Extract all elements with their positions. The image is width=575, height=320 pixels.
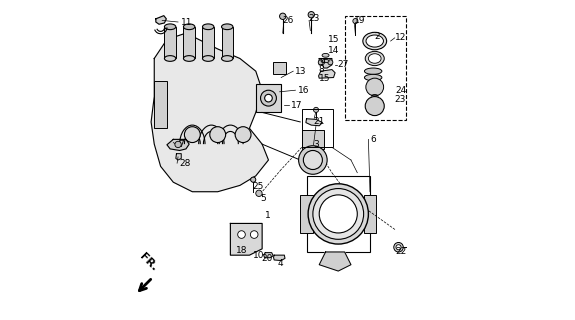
- Text: 21: 21: [313, 117, 324, 126]
- Circle shape: [251, 177, 256, 182]
- Circle shape: [210, 127, 225, 142]
- Bar: [273, 62, 286, 74]
- Ellipse shape: [221, 24, 233, 30]
- Bar: [154, 81, 167, 128]
- Bar: [164, 27, 176, 59]
- Text: 6: 6: [370, 135, 375, 144]
- Circle shape: [353, 19, 358, 24]
- Text: 9: 9: [319, 58, 325, 67]
- Ellipse shape: [365, 51, 384, 66]
- Circle shape: [394, 243, 403, 252]
- Text: 7: 7: [178, 140, 184, 148]
- Circle shape: [256, 190, 262, 196]
- Ellipse shape: [164, 56, 176, 61]
- Text: 18: 18: [236, 246, 248, 255]
- Circle shape: [319, 195, 357, 233]
- Ellipse shape: [365, 74, 382, 81]
- Circle shape: [250, 231, 258, 238]
- Text: 8: 8: [319, 65, 324, 74]
- Bar: [306, 176, 370, 252]
- Polygon shape: [319, 69, 335, 78]
- Text: 27: 27: [338, 60, 349, 69]
- Ellipse shape: [183, 56, 195, 61]
- Circle shape: [365, 97, 384, 116]
- Bar: [300, 195, 313, 233]
- Text: 26: 26: [283, 16, 294, 25]
- Ellipse shape: [164, 24, 176, 30]
- Text: 17: 17: [291, 101, 302, 110]
- Bar: [363, 195, 376, 233]
- Ellipse shape: [363, 32, 386, 50]
- Circle shape: [235, 127, 251, 142]
- Circle shape: [237, 231, 246, 238]
- Text: 1: 1: [264, 211, 270, 220]
- Circle shape: [175, 141, 181, 148]
- Ellipse shape: [369, 54, 381, 63]
- Circle shape: [264, 94, 273, 102]
- Circle shape: [279, 13, 286, 20]
- Text: 24: 24: [396, 86, 407, 95]
- Text: 23: 23: [308, 14, 320, 23]
- Ellipse shape: [322, 60, 329, 63]
- Polygon shape: [156, 16, 166, 24]
- Ellipse shape: [221, 56, 233, 61]
- Bar: [221, 27, 233, 59]
- Ellipse shape: [183, 24, 195, 30]
- Polygon shape: [274, 255, 285, 260]
- Circle shape: [396, 245, 401, 250]
- Text: 4: 4: [277, 259, 283, 268]
- Polygon shape: [167, 140, 189, 150]
- Text: 15: 15: [328, 35, 340, 44]
- Polygon shape: [264, 252, 273, 258]
- Circle shape: [308, 12, 315, 18]
- Circle shape: [185, 127, 200, 142]
- Bar: [202, 27, 214, 59]
- Text: 23: 23: [394, 95, 406, 104]
- Text: 28: 28: [179, 159, 190, 168]
- Ellipse shape: [322, 53, 329, 57]
- Circle shape: [308, 184, 369, 244]
- Text: 13: 13: [296, 67, 307, 76]
- Text: 20: 20: [262, 254, 273, 263]
- Text: 16: 16: [298, 86, 309, 95]
- Polygon shape: [306, 119, 323, 126]
- Text: 3: 3: [313, 140, 319, 149]
- Circle shape: [298, 146, 327, 174]
- Text: 14: 14: [328, 46, 339, 55]
- Circle shape: [313, 107, 319, 112]
- Bar: [183, 27, 195, 59]
- Circle shape: [328, 60, 333, 65]
- Text: 10: 10: [252, 251, 264, 260]
- Bar: [345, 16, 407, 120]
- Text: 19: 19: [354, 16, 365, 25]
- Text: 15: 15: [319, 74, 330, 83]
- Circle shape: [313, 188, 363, 239]
- Bar: [302, 130, 324, 149]
- Circle shape: [366, 78, 384, 96]
- Text: 22: 22: [396, 247, 407, 256]
- Circle shape: [319, 60, 323, 65]
- Ellipse shape: [202, 56, 214, 61]
- Polygon shape: [176, 154, 181, 160]
- Circle shape: [304, 150, 323, 170]
- Circle shape: [260, 90, 277, 106]
- Bar: [302, 109, 333, 147]
- Ellipse shape: [366, 35, 384, 47]
- Polygon shape: [151, 33, 269, 192]
- Polygon shape: [231, 223, 262, 255]
- Text: FR.: FR.: [137, 251, 159, 273]
- Text: 25: 25: [252, 181, 264, 190]
- Text: 12: 12: [396, 33, 407, 42]
- Polygon shape: [319, 59, 332, 68]
- Text: 11: 11: [181, 18, 193, 27]
- Text: 5: 5: [260, 194, 266, 203]
- Ellipse shape: [202, 24, 214, 30]
- Text: 2: 2: [375, 32, 380, 41]
- Bar: [256, 84, 281, 112]
- Ellipse shape: [365, 68, 382, 74]
- Polygon shape: [319, 252, 351, 271]
